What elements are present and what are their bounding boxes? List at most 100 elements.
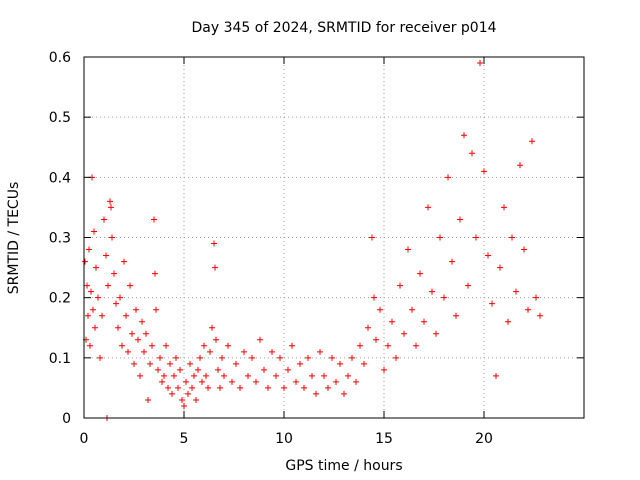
data-point [99, 312, 105, 319]
data-point [215, 366, 221, 373]
data-point [211, 240, 217, 247]
data-point [115, 324, 121, 331]
data-point [345, 372, 351, 379]
data-point [191, 372, 197, 379]
data-point [167, 360, 173, 367]
data-point [289, 342, 295, 349]
data-point [151, 216, 157, 223]
data-point [108, 204, 114, 211]
data-point [147, 360, 153, 367]
grid [84, 57, 584, 418]
data-point [361, 360, 367, 367]
y-axis-label: SRMTID / TECUs [6, 182, 22, 295]
data-point [517, 162, 523, 169]
data-point [373, 336, 379, 343]
y-tick-label: 0 [62, 411, 71, 427]
chart-title: Day 345 of 2024, SRMTID for receiver p01… [191, 20, 496, 36]
data-point [237, 384, 243, 391]
data-point [117, 294, 123, 301]
data-point [175, 384, 181, 391]
data-point [152, 270, 158, 277]
data-point [219, 354, 225, 361]
data-point [493, 372, 499, 379]
data-point [173, 354, 179, 361]
data-point [409, 306, 415, 313]
y-tick-label: 0.2 [49, 291, 71, 307]
data-point [497, 264, 503, 271]
x-tick-label: 15 [375, 431, 393, 447]
data-point [193, 396, 199, 403]
data-point [481, 168, 487, 175]
y-tick-label: 0.3 [49, 231, 71, 247]
data-point [321, 372, 327, 379]
data-point [205, 384, 211, 391]
data-point [217, 384, 223, 391]
data-point [169, 390, 175, 397]
data-point [135, 336, 141, 343]
data-point [477, 60, 483, 67]
data-point [513, 288, 519, 295]
data-point [325, 384, 331, 391]
data-point [103, 252, 109, 259]
data-point [97, 354, 103, 361]
x-tick-label: 10 [275, 431, 293, 447]
data-point [469, 150, 475, 157]
data-point [341, 390, 347, 397]
data-point [101, 216, 107, 223]
data-point [273, 372, 279, 379]
data-point [143, 330, 149, 337]
data-point [529, 138, 535, 145]
data-point [155, 366, 161, 373]
data-point [265, 384, 271, 391]
data-point [377, 306, 383, 313]
axis-ticks: 0 0.1 0.2 0.3 0.4 0.5 0.6 0 5 10 15 20 [49, 50, 584, 447]
data-point [473, 234, 479, 241]
y-tick-label: 0.5 [49, 110, 71, 126]
data-point [93, 264, 99, 271]
data-point [505, 318, 511, 325]
data-point [465, 282, 471, 289]
data-point [133, 306, 139, 313]
data-point [121, 258, 127, 265]
data-point [225, 342, 231, 349]
data-point [365, 324, 371, 331]
data-point [421, 318, 427, 325]
data-point [181, 402, 187, 409]
data-point [107, 198, 113, 205]
data-point [349, 354, 355, 361]
data-point [163, 342, 169, 349]
data-point [245, 372, 251, 379]
data-point [183, 378, 189, 385]
data-point [269, 348, 275, 355]
data-point [313, 390, 319, 397]
data-point [353, 378, 359, 385]
data-point [187, 360, 193, 367]
data-point [369, 234, 375, 241]
y-tick-label: 0.4 [49, 170, 71, 186]
data-point [86, 246, 92, 253]
data-point [257, 336, 263, 343]
data-point [109, 234, 115, 241]
data-point [111, 270, 117, 277]
data-point [149, 342, 155, 349]
data-point [161, 372, 167, 379]
data-point [233, 360, 239, 367]
data-point [203, 372, 209, 379]
data-point [229, 378, 235, 385]
data-point [461, 132, 467, 139]
data-point [212, 264, 218, 271]
data-point [127, 282, 133, 289]
data-point [179, 396, 185, 403]
data-point [113, 300, 119, 307]
data-point [91, 228, 97, 235]
data-point [207, 348, 213, 355]
data-point [301, 384, 307, 391]
data-point [489, 300, 495, 307]
data-point [88, 288, 94, 295]
data-point [249, 354, 255, 361]
x-tick-label: 0 [80, 431, 89, 447]
data-point [433, 330, 439, 337]
data-point [485, 252, 491, 259]
data-point [441, 294, 447, 301]
